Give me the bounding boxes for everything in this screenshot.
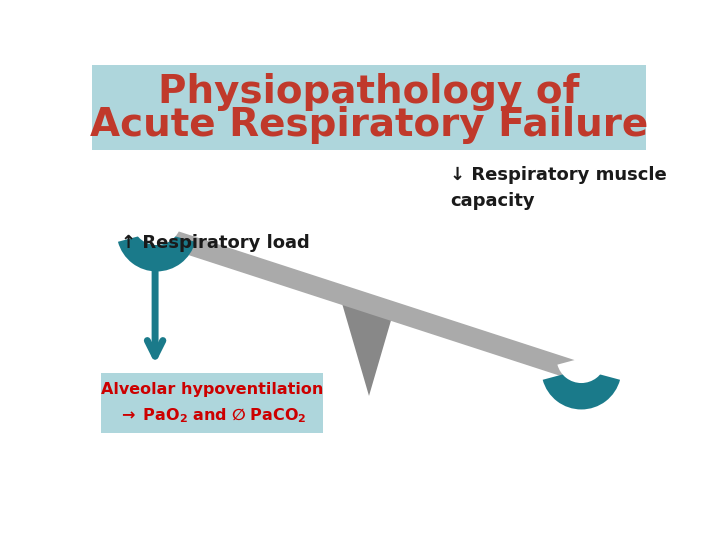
Text: ↓ Respiratory muscle
capacity: ↓ Respiratory muscle capacity xyxy=(450,166,667,210)
Text: Alveolar hypoventilation: Alveolar hypoventilation xyxy=(101,382,323,397)
Text: Acute Respiratory Failure: Acute Respiratory Failure xyxy=(90,106,648,144)
Wedge shape xyxy=(118,232,195,272)
Text: ↑ Respiratory load: ↑ Respiratory load xyxy=(121,234,310,252)
Wedge shape xyxy=(132,220,181,245)
Text: $\mathbf{\rightarrow}$ $\mathbf{PaO_2}$ $\mathbf{and}$ $\mathbf{\emptyset}$ $\ma: $\mathbf{\rightarrow}$ $\mathbf{PaO_2}$ … xyxy=(117,407,306,426)
Wedge shape xyxy=(557,358,606,383)
Polygon shape xyxy=(342,303,396,396)
Wedge shape xyxy=(543,369,620,409)
FancyBboxPatch shape xyxy=(92,65,647,150)
FancyBboxPatch shape xyxy=(101,373,323,433)
Text: Physiopathology of: Physiopathology of xyxy=(158,73,580,111)
